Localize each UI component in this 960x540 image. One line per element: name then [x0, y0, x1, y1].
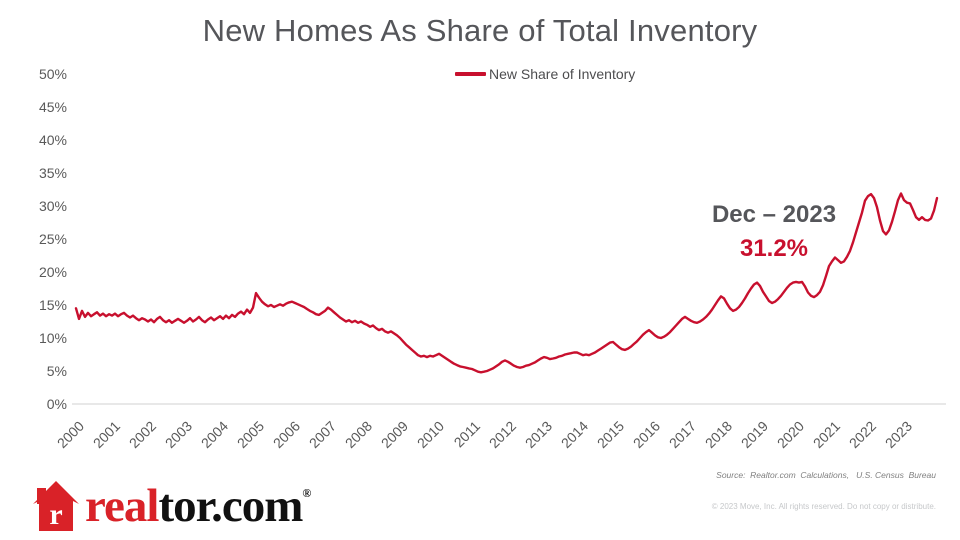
logo-wordmark: realtor.com®: [85, 469, 311, 531]
y-axis-tick-label: 0%: [47, 396, 67, 412]
y-axis-tick-label: 5%: [47, 363, 67, 379]
y-axis-tick-label: 15%: [39, 297, 67, 313]
highlight-value: 31.2%: [739, 235, 809, 262]
x-axis-tick-label: 2020: [774, 418, 807, 451]
x-axis-tick-label: 2017: [666, 418, 699, 451]
x-axis-tick-label: 2015: [594, 418, 627, 451]
x-axis-tick-label: 2016: [630, 418, 663, 451]
x-axis-tick-label: 2000: [54, 418, 87, 451]
highlight-annotation: Dec – 2023 31.2%: [695, 203, 853, 261]
x-axis-tick-label: 2003: [162, 418, 195, 451]
x-axis-tick-label: 2012: [486, 418, 519, 451]
x-axis-tick-label: 2006: [270, 418, 303, 451]
x-axis-tick-label: 2022: [846, 418, 879, 451]
registered-mark: ®: [302, 486, 312, 500]
x-axis-tick-label: 2019: [738, 418, 771, 451]
x-axis-tick-label: 2001: [90, 418, 123, 451]
logo-torcom: tor.com: [158, 480, 303, 532]
series-line: [74, 192, 939, 374]
source-note: Source: Realtor.com Calculations, U.S. C…: [716, 470, 936, 480]
y-axis-tick-label: 50%: [39, 66, 67, 82]
x-axis-tick-label: 2018: [702, 418, 735, 451]
x-axis-tick-label: 2008: [342, 418, 375, 451]
logo-real: real: [85, 480, 159, 532]
x-axis-tick-label: 2002: [126, 418, 159, 451]
y-axis-tick-label: 45%: [39, 99, 67, 115]
x-axis-tick-label: 2007: [306, 418, 339, 451]
x-axis-tick-label: 2009: [378, 418, 411, 451]
y-axis-tick-label: 25%: [39, 231, 67, 247]
house-letter: r: [49, 498, 62, 531]
x-axis-tick-label: 2013: [522, 418, 555, 451]
x-axis-tick-label: 2014: [558, 418, 591, 451]
x-axis-tick-label: 2023: [882, 418, 915, 451]
chart-title: New Homes As Share of Total Inventory: [202, 13, 758, 48]
y-axis-tick-label: 40%: [39, 132, 67, 148]
x-axis-tick-label: 2005: [234, 418, 267, 451]
realtor-logo: r realtor.com®: [33, 469, 311, 531]
y-axis-tick-label: 30%: [39, 198, 67, 214]
copyright-note: © 2023 Move, Inc. All rights reserved. D…: [711, 502, 936, 511]
chart-legend: New Share of Inventory: [455, 66, 635, 82]
legend-line-swatch: [455, 72, 486, 76]
y-axis-tick-label: 10%: [39, 330, 67, 346]
legend-label: New Share of Inventory: [489, 66, 636, 82]
x-axis-tick-label: 2004: [198, 418, 231, 451]
house-icon: r: [33, 481, 79, 531]
x-axis-tick-label: 2021: [810, 418, 843, 451]
x-axis-tick-label: 2011: [451, 418, 484, 451]
y-axis-tick-label: 20%: [39, 264, 67, 280]
y-axis-tick-label: 35%: [39, 165, 67, 181]
x-axis-tick-label: 2010: [414, 418, 447, 451]
highlight-date: Dec – 2023: [711, 201, 837, 228]
